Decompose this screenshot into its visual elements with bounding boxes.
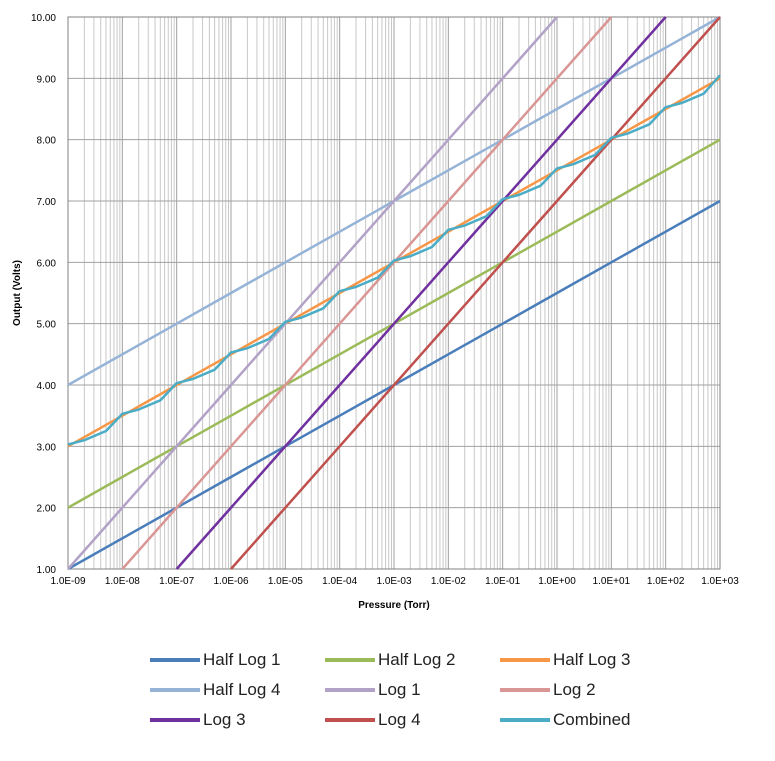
x-tick-label: 1.0E+00: [538, 576, 576, 587]
y-tick-label: 7.00: [37, 197, 57, 208]
x-tick-label: 1.0E+01: [593, 576, 631, 587]
series-line-log-4: [230, 16, 721, 570]
legend-item-half-log-3: Half Log 3: [500, 650, 670, 670]
x-tick-label: 1.0E+03: [701, 576, 739, 587]
legend-item-half-log-2: Half Log 2: [325, 650, 500, 670]
legend-item-half-log-4: Half Log 4: [150, 680, 325, 700]
y-tick-label: 8.00: [37, 136, 57, 147]
y-tick-label: 5.00: [37, 320, 57, 331]
legend-item-log-4: Log 4: [325, 710, 500, 730]
x-axis-title: Pressure (Torr): [358, 600, 430, 611]
x-tick-label: 1.0E-02: [431, 576, 466, 587]
legend-item-combined: Combined: [500, 710, 670, 730]
legend-label: Log 3: [203, 710, 246, 729]
legend-swatch: [500, 658, 550, 662]
x-tick-label: 1.0E-07: [159, 576, 194, 587]
y-tick-label: 4.00: [37, 381, 57, 392]
legend-swatch: [150, 718, 200, 722]
legend-swatch: [325, 688, 375, 692]
legend-label: Half Log 4: [203, 680, 281, 699]
legend-swatch: [325, 658, 375, 662]
legend-label: Half Log 2: [378, 650, 456, 669]
x-tick-label: 1.0E-09: [50, 576, 85, 587]
legend-swatch: [500, 688, 550, 692]
chart: 1.00 2.00 3.00 4.00 5.00 6.00 7.00 8.00 9.00 10.0…: [12, 13, 739, 611]
legend-swatch: [325, 718, 375, 722]
x-tick-label: 1.0E-01: [485, 576, 520, 587]
legend-label: Half Log 3: [553, 650, 631, 669]
legend-label: Log 2: [553, 680, 596, 699]
x-tick-label: 1.0E-05: [268, 576, 303, 587]
legend-item-half-log-1: Half Log 1: [150, 650, 325, 670]
legend-label: Half Log 1: [203, 650, 281, 669]
y-tick-label: 10.00: [31, 13, 56, 24]
plot-area-border: [67, 16, 721, 570]
legend-swatch: [500, 718, 550, 722]
series-line-combined: [67, 74, 721, 446]
y-tick-label: 9.00: [37, 74, 57, 85]
series-line-log-3: [175, 16, 667, 570]
legend-item-log-3: Log 3: [150, 710, 325, 730]
legend-label: Combined: [553, 710, 631, 729]
legend: Half Log 1 Half Log 2 Half Log 3 Half Log 4…: [150, 650, 670, 730]
y-tick-labels: 1.00 2.00 3.00 4.00 5.00 6.00 7.00 8.00 9.00 10.0…: [31, 13, 56, 576]
y-tick-label: 1.00: [37, 565, 57, 576]
legend-label: Log 4: [378, 710, 421, 729]
legend-item-log-1: Log 1: [325, 680, 500, 700]
legend-label: Log 1: [378, 680, 421, 699]
x-tick-label: 1.0E-03: [376, 576, 411, 587]
series-line-log-1: [67, 16, 558, 570]
grid: [67, 16, 721, 570]
x-tick-label: 1.0E+02: [647, 576, 685, 587]
x-tick-label: 1.0E-06: [213, 576, 248, 587]
x-tick-label: 1.0E-08: [105, 576, 140, 587]
legend-swatch: [150, 688, 200, 692]
y-tick-label: 2.00: [37, 504, 57, 515]
x-tick-label: 1.0E-04: [322, 576, 357, 587]
y-tick-label: 6.00: [37, 258, 57, 269]
legend-swatch: [150, 658, 200, 662]
y-axis-title: Output (Volts): [12, 260, 23, 326]
y-tick-label: 3.00: [37, 442, 57, 453]
series-line-log-2: [121, 16, 613, 570]
series-layer: [67, 15, 721, 571]
legend-item-log-2: Log 2: [500, 680, 670, 700]
x-tick-labels: 1.0E-09 1.0E-08 1.0E-07 1.0E-06 1.0E-05 1.0E-…: [50, 576, 739, 587]
